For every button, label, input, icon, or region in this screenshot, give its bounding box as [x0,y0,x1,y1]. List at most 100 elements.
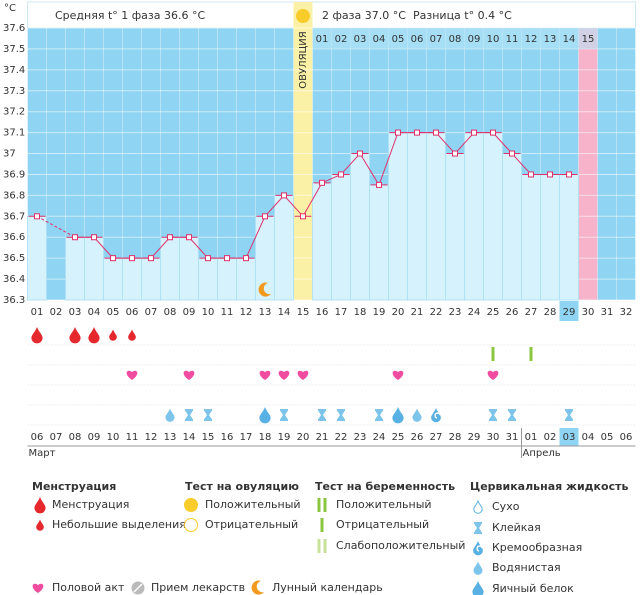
legend-icon [473,499,483,514]
x-tick-label: 30 [582,307,595,318]
temperature-column [331,174,351,301]
phase2-day: 04 [373,34,386,45]
phase2-day: 02 [335,34,348,45]
date-label: 15 [202,432,215,443]
temperature-column [103,257,123,301]
temperature-point [243,255,249,262]
x-tick-label: 18 [354,307,367,318]
cervical-icon [165,408,175,422]
date-label: 22 [335,432,348,443]
phase2-day: 11 [506,34,519,45]
x-tick-label: 05 [107,307,120,318]
x-tick-label: 19 [373,307,386,318]
legend-label: Прием лекарств [151,581,245,594]
x-tick-label: 31 [601,307,614,318]
temperature-column [84,236,104,301]
legend-label: Небольшие выделения [52,518,186,531]
y-tick-label: 37.1 [3,128,25,139]
cervical-icon [259,407,271,424]
y-tick-label: 36.3 [3,295,25,306]
legend-icon [251,580,264,595]
cervical-icon [318,409,326,421]
ovulation-label: ОВУЛЯЦИЯ [298,31,309,89]
y-tick-label: 36.6 [3,232,25,243]
date-label: 09 [88,432,101,443]
y-tick-label: 36.9 [3,169,25,180]
date-label: 11 [126,432,139,443]
temperature-point [205,255,211,262]
x-tick-label: 29 [563,307,576,318]
temperature-column [217,257,237,301]
temperature-point [262,213,268,220]
temperature-column [160,236,180,301]
intercourse-icon [259,370,271,380]
temperature-point [528,171,534,178]
phase2-day: 13 [544,34,557,45]
intercourse-icon [392,370,404,380]
phase2-day: 09 [468,34,481,45]
x-tick-label: 04 [88,307,101,318]
date-label: 19 [278,432,291,443]
date-label: 20 [297,432,310,443]
x-tick-label: 32 [620,307,633,318]
y-tick-label: 36.8 [3,190,25,201]
phase2-day: 01 [316,34,329,45]
temperature-point [72,234,78,241]
intercourse-icon [487,370,499,380]
temperature-point [34,213,40,220]
x-tick-label: 16 [316,307,329,318]
x-tick-label: 12 [240,307,253,318]
y-tick-label: 37.5 [3,44,25,55]
pregnancy-test-icon [491,347,495,361]
date-label: 04 [582,432,595,443]
temperature-point [566,171,572,178]
date-label: 28 [449,432,462,443]
legend-icon [36,519,44,531]
legend-label: Положительный [205,498,301,511]
temperature-point [281,192,287,199]
temperature-column [350,153,370,301]
legend-label: Положительный [336,498,432,511]
menstruation-icon [109,329,117,341]
x-tick-label: 07 [145,307,158,318]
gap-connector [36,215,76,238]
legend-title: Тест на овуляцию [185,480,299,493]
x-tick-label: 01 [31,307,44,318]
x-tick-label: 17 [335,307,348,318]
x-tick-label: 20 [392,307,405,318]
date-label: 16 [221,432,234,443]
date-label: 14 [183,432,196,443]
legend-label: Сухо [492,500,520,513]
temperature-column [65,236,85,301]
cervical-icon [489,409,497,421]
legend-label: Половой акт [52,581,125,594]
y-tick-label: 36.4 [3,274,25,285]
pregnancy-test-icon [529,347,533,361]
y-tick-label: 36.5 [3,253,25,264]
y-tick-label: 37.2 [3,107,25,118]
temperature-column [27,215,47,301]
temperature-column [559,174,579,301]
temperature-point [509,150,515,157]
phase2-day: 14 [563,34,576,45]
x-tick-label: 23 [449,307,462,318]
date-label: 27 [430,432,443,443]
temperature-column [407,132,427,301]
y-tick-label: 37 [3,149,16,160]
x-tick-label: 21 [411,307,424,318]
cervical-icon [392,407,404,424]
x-tick-label: 27 [525,307,538,318]
intercourse-icon [278,370,290,380]
intercourse-icon [183,370,195,380]
phase2-avg: 2 фаза 37.0 °C [322,9,406,22]
legend-icon [323,539,327,553]
cervical-icon [185,409,193,421]
date-label: 18 [259,432,272,443]
x-tick-label: 25 [487,307,500,318]
month-label: Апрель [523,448,561,459]
temperature-column [198,257,218,301]
temperature-point [357,150,363,157]
legend-icon [323,498,327,512]
legend-label: Менструация [52,498,129,511]
